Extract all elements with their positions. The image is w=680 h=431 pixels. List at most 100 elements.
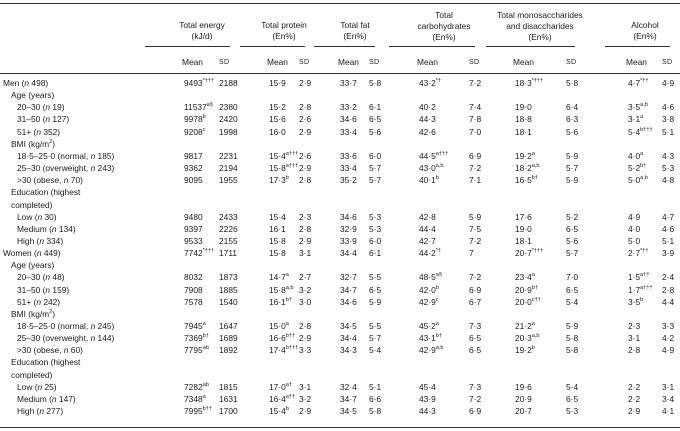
sd-value: 1711	[219, 248, 238, 259]
row-label: 31–50 (n 159)	[17, 284, 70, 295]
sd-value: 6·1	[369, 248, 382, 259]
mean-value: 15·4a†††	[269, 150, 299, 161]
mean-value: 42·6	[419, 126, 436, 137]
sd-value: 2·9	[299, 333, 312, 344]
mean-value: 5·4b†††	[628, 126, 653, 137]
sd-value: 5·6	[369, 126, 382, 137]
significance-marker: a	[531, 151, 535, 158]
sd-value: 3·1	[662, 381, 675, 392]
mean-value: 7578	[184, 296, 203, 307]
mean-value: 9397	[184, 223, 203, 234]
row-label: Women (n 449)	[3, 248, 61, 259]
sd-value: 6·0	[369, 235, 382, 246]
row-label: BMI (kg/m2)	[11, 308, 56, 319]
sd-value: 1955	[219, 175, 238, 186]
mean-value: 16·1b†	[269, 296, 292, 307]
mean-value: 2·2	[628, 393, 641, 404]
sd-value: 3·2	[299, 284, 312, 295]
row-label: 18·5–25·0 (normal, n 185)	[17, 150, 115, 161]
n-symbol: n	[45, 114, 51, 125]
significance-marker: b†	[285, 296, 292, 303]
n-symbol: n	[37, 381, 43, 392]
significance-marker: c††	[531, 296, 541, 303]
sd-value: 7·5	[469, 223, 482, 234]
mean-value: 20·9b†	[515, 284, 538, 295]
sd-value: 4·6	[662, 102, 675, 113]
significance-marker: a	[285, 321, 289, 328]
n-symbol: n	[45, 284, 51, 295]
mean-value: 34·4	[340, 333, 357, 344]
significance-marker: a†††	[285, 151, 299, 158]
n-symbol: n	[90, 321, 96, 331]
column-underline	[389, 46, 475, 47]
significance-marker: b	[531, 345, 535, 352]
mean-subheader: Mean	[417, 57, 438, 67]
mean-subheader: Mean	[626, 57, 647, 67]
sd-value: 1540	[219, 296, 238, 307]
mean-value: 42·9a,b	[419, 345, 444, 356]
mean-value: 18·1	[515, 126, 532, 137]
mean-value: 7742*†††	[184, 248, 215, 259]
significance-marker: a†††	[285, 163, 299, 170]
mean-value: 16·6b††	[269, 333, 296, 344]
mean-value: 43·9	[419, 393, 436, 404]
sd-value: 3·9	[662, 248, 675, 259]
mean-value: 2·8	[628, 345, 641, 356]
column-header-line: Total energy	[179, 20, 225, 30]
sd-value: 5·7	[369, 333, 382, 344]
sd-value: 6·5	[469, 345, 482, 356]
mean-value: 7369b†	[184, 333, 209, 344]
significance-marker: b	[202, 114, 206, 121]
header-rule	[0, 73, 680, 74]
mean-value: 21·2a	[515, 321, 535, 331]
significance-marker: *†††	[531, 78, 544, 85]
sd-value: 7·3	[469, 321, 482, 331]
mean-value: 16·4a††	[269, 393, 296, 404]
mean-value: 9817	[184, 150, 203, 161]
row-label: >30 (obese, n 70)	[17, 175, 83, 186]
mean-value: 15·9	[269, 78, 286, 88]
mean-value: 44·4	[419, 223, 436, 234]
mean-value: 15·6	[269, 114, 286, 125]
row-label: Education (highest	[11, 357, 81, 368]
significance-marker: a,b	[285, 284, 294, 291]
mean-value: 32·9	[340, 223, 357, 234]
row-label: Low (n 25)	[17, 381, 57, 392]
sd-value: 1689	[219, 333, 238, 344]
sd-value: 2194	[219, 163, 238, 174]
mean-value: 2·9	[628, 406, 641, 417]
mean-value: 15·8a†††	[269, 163, 299, 174]
sd-value: 7	[469, 248, 474, 259]
sd-value: 2155	[219, 235, 238, 246]
mean-value: 42·7	[419, 235, 436, 246]
significance-marker: *†††	[202, 78, 215, 85]
sd-value: 6·5	[369, 284, 382, 295]
sd-value: 4·3	[662, 150, 675, 161]
sd-value: 7·2	[469, 235, 482, 246]
sd-value: 1892	[219, 345, 238, 356]
mean-value: 20·0c††	[515, 296, 541, 307]
sd-value: 2·8	[299, 223, 312, 234]
n-symbol: n	[90, 333, 96, 344]
sd-value: 5·1	[662, 235, 675, 246]
mean-value: 40·2	[419, 102, 436, 113]
n-symbol: n	[36, 296, 41, 307]
significance-marker: a	[285, 272, 289, 279]
sd-value: 6·5	[566, 393, 579, 404]
mean-value: 15·4	[269, 211, 286, 222]
mean-subheader: Mean	[267, 57, 288, 67]
column-header-line: (En%)	[528, 32, 552, 42]
column-header-line: Total	[435, 10, 453, 20]
bottom-rule	[0, 427, 680, 428]
sd-value: 5·6	[566, 235, 579, 246]
n-symbol: n	[63, 345, 69, 356]
sd-value: 6·5	[566, 223, 579, 234]
mean-value: 34·7	[340, 393, 357, 404]
column-header-line: (kJ/d)	[191, 31, 213, 41]
column-header-line: (En%)	[432, 32, 456, 42]
sd-value: 2·9	[299, 126, 312, 137]
sd-value: 6·9	[469, 406, 482, 417]
sd-value: 7·0	[566, 272, 579, 283]
n-symbol: n	[45, 272, 51, 283]
